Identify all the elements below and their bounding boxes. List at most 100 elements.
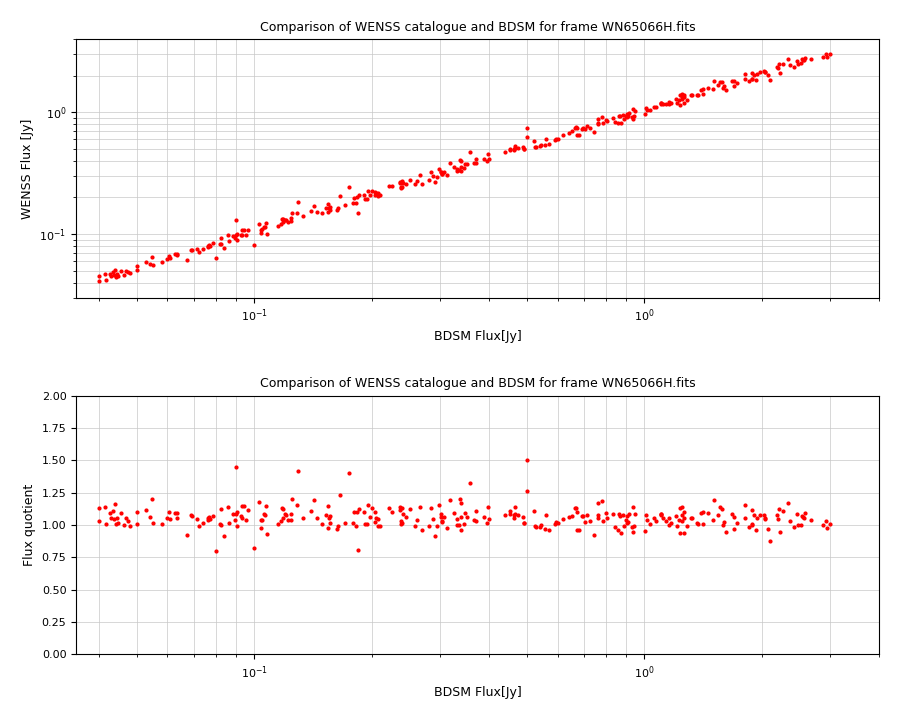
- Point: [716, 81, 731, 92]
- Point: [107, 499, 122, 510]
- Point: [608, 521, 622, 533]
- Point: [422, 174, 436, 186]
- Point: [413, 501, 428, 513]
- Point: [92, 503, 106, 514]
- Point: [823, 518, 837, 529]
- Point: [776, 505, 790, 517]
- Point: [794, 58, 808, 69]
- Point: [450, 165, 464, 176]
- Point: [99, 518, 113, 530]
- Point: [771, 58, 786, 70]
- Point: [568, 503, 582, 514]
- Point: [654, 97, 669, 109]
- Point: [673, 502, 688, 513]
- Point: [346, 518, 360, 529]
- Point: [373, 521, 387, 532]
- Point: [201, 515, 215, 526]
- Point: [511, 509, 526, 521]
- Point: [590, 509, 605, 521]
- Point: [315, 518, 329, 530]
- Point: [93, 516, 107, 527]
- Point: [160, 513, 175, 524]
- Point: [278, 214, 293, 225]
- Point: [155, 256, 169, 268]
- Point: [139, 504, 153, 516]
- Point: [529, 521, 544, 533]
- Point: [109, 518, 123, 530]
- Point: [274, 218, 288, 230]
- Point: [548, 518, 562, 530]
- Point: [570, 524, 584, 536]
- Point: [350, 192, 365, 203]
- Point: [393, 504, 408, 516]
- Point: [256, 221, 271, 233]
- Point: [628, 508, 643, 519]
- Point: [384, 181, 399, 192]
- Point: [169, 508, 184, 519]
- Point: [241, 504, 256, 516]
- Point: [450, 163, 464, 174]
- Point: [508, 501, 522, 513]
- Point: [260, 228, 274, 239]
- Point: [162, 250, 176, 261]
- Point: [718, 526, 733, 538]
- Point: [677, 91, 691, 103]
- Point: [434, 510, 448, 522]
- Point: [106, 513, 121, 524]
- Point: [142, 258, 157, 269]
- Point: [684, 513, 698, 524]
- Point: [290, 207, 304, 219]
- Point: [139, 256, 153, 268]
- Point: [680, 94, 694, 106]
- Point: [758, 512, 772, 523]
- Point: [106, 505, 121, 516]
- Point: [393, 181, 408, 192]
- Point: [616, 509, 631, 521]
- Point: [346, 506, 361, 518]
- Point: [179, 254, 194, 266]
- Point: [596, 515, 610, 526]
- X-axis label: BDSM Flux[Jy]: BDSM Flux[Jy]: [434, 330, 521, 343]
- Point: [371, 187, 385, 199]
- Point: [659, 516, 673, 527]
- Point: [590, 118, 605, 130]
- Point: [331, 202, 346, 214]
- Point: [256, 508, 271, 520]
- Point: [184, 510, 199, 521]
- Point: [757, 510, 771, 521]
- Point: [122, 267, 137, 279]
- Point: [527, 505, 542, 516]
- Point: [426, 170, 440, 181]
- Point: [480, 518, 494, 529]
- Point: [392, 176, 407, 188]
- Point: [122, 515, 136, 526]
- Point: [170, 249, 184, 261]
- Point: [680, 521, 694, 532]
- Point: [351, 207, 365, 218]
- Point: [360, 499, 374, 510]
- Point: [590, 117, 605, 129]
- Point: [351, 544, 365, 555]
- Point: [192, 246, 206, 258]
- Point: [538, 133, 553, 145]
- Point: [281, 216, 295, 228]
- Point: [454, 156, 468, 167]
- Point: [649, 102, 663, 113]
- Y-axis label: Flux quotient: Flux quotient: [23, 484, 36, 566]
- Point: [357, 189, 372, 200]
- Point: [254, 228, 268, 239]
- Point: [234, 510, 248, 522]
- Point: [791, 519, 806, 531]
- Point: [619, 518, 634, 529]
- Point: [746, 510, 760, 521]
- Point: [591, 113, 606, 125]
- Point: [235, 500, 249, 511]
- Point: [212, 518, 227, 529]
- Point: [796, 54, 811, 66]
- Point: [519, 454, 534, 466]
- Point: [349, 521, 364, 532]
- Point: [646, 101, 661, 112]
- Point: [310, 513, 325, 524]
- Point: [394, 181, 409, 193]
- Point: [663, 517, 678, 528]
